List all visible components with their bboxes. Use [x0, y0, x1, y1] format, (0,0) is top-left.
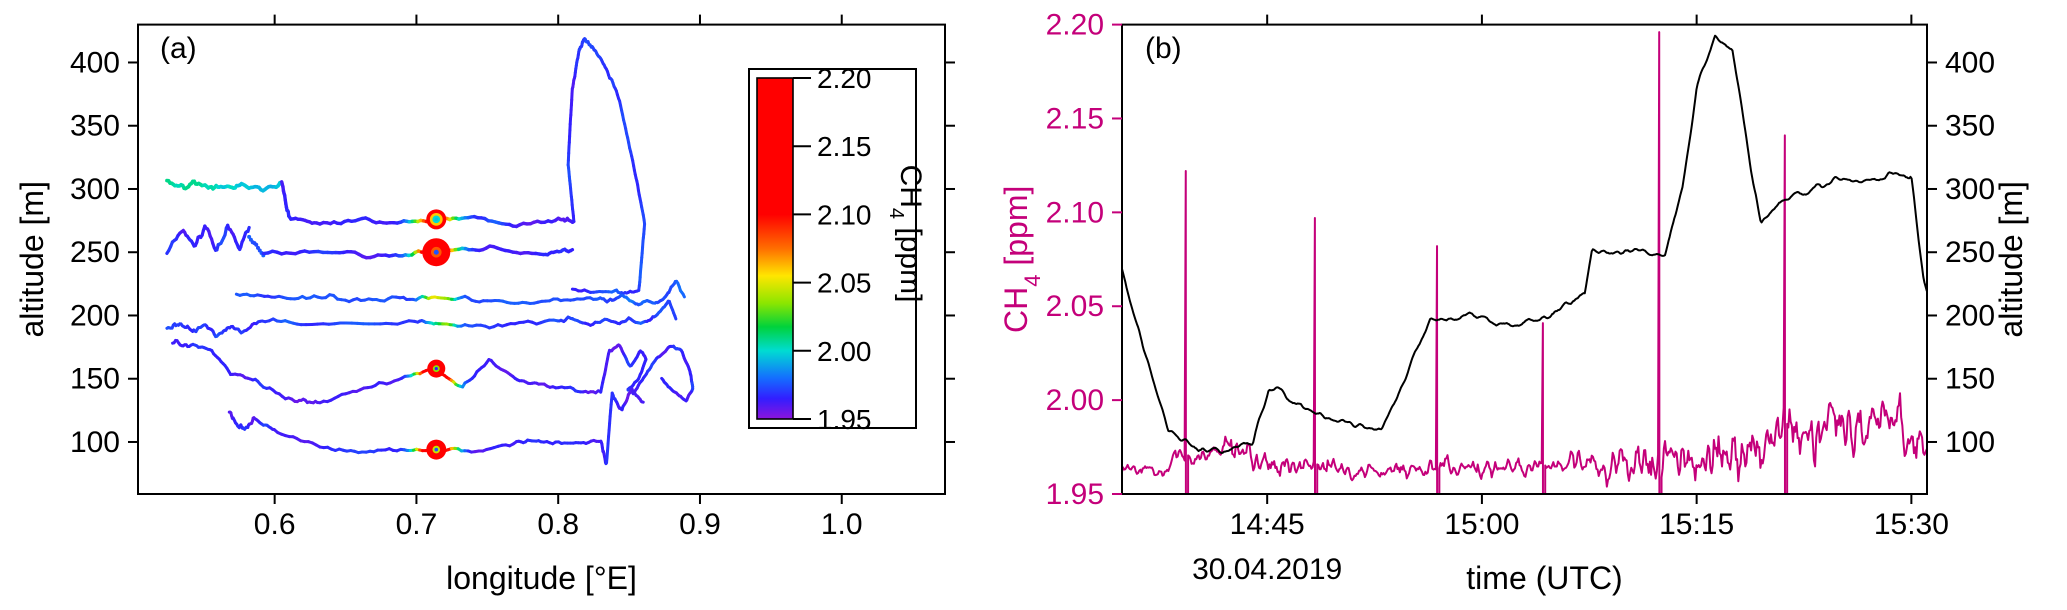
- svg-text:400: 400: [70, 46, 120, 79]
- svg-text:100: 100: [70, 426, 120, 459]
- svg-text:15:00: 15:00: [1444, 508, 1519, 541]
- svg-text:30.04.2019: 30.04.2019: [1192, 553, 1342, 586]
- svg-text:altitude [m]: altitude [m]: [14, 181, 50, 338]
- svg-text:2.20: 2.20: [1046, 9, 1104, 42]
- svg-text:2.05: 2.05: [817, 268, 872, 299]
- svg-text:2.00: 2.00: [817, 336, 872, 367]
- svg-text:100: 100: [1945, 426, 1995, 459]
- svg-text:2.00: 2.00: [1046, 384, 1104, 417]
- svg-text:2.15: 2.15: [817, 131, 872, 162]
- svg-text:time (UTC): time (UTC): [1466, 560, 1622, 596]
- svg-text:15:30: 15:30: [1874, 508, 1949, 541]
- svg-text:1.0: 1.0: [821, 508, 863, 541]
- svg-text:250: 250: [1945, 236, 1995, 269]
- svg-text:350: 350: [1945, 110, 1995, 143]
- svg-text:200: 200: [1945, 299, 1995, 332]
- svg-text:altitude [m]: altitude [m]: [1993, 181, 2029, 338]
- svg-text:15:15: 15:15: [1659, 508, 1734, 541]
- svg-text:0.7: 0.7: [396, 508, 438, 541]
- svg-text:2.10: 2.10: [817, 199, 872, 230]
- svg-text:150: 150: [70, 363, 120, 396]
- svg-text:2.20: 2.20: [817, 63, 872, 94]
- svg-text:CH4 [ppm]: CH4 [ppm]: [998, 186, 1045, 333]
- svg-text:2.15: 2.15: [1046, 102, 1104, 135]
- svg-text:300: 300: [70, 173, 120, 206]
- svg-text:250: 250: [70, 236, 120, 269]
- svg-text:150: 150: [1945, 363, 1995, 396]
- svg-text:14:45: 14:45: [1230, 508, 1305, 541]
- svg-text:(a): (a): [160, 32, 197, 65]
- svg-text:200: 200: [70, 299, 120, 332]
- svg-text:0.9: 0.9: [679, 508, 721, 541]
- svg-text:1.95: 1.95: [817, 404, 872, 435]
- svg-text:2.10: 2.10: [1046, 196, 1104, 229]
- svg-text:longitude [°E]: longitude [°E]: [446, 560, 637, 596]
- svg-text:300: 300: [1945, 173, 1995, 206]
- svg-text:0.6: 0.6: [254, 508, 296, 541]
- svg-text:2.05: 2.05: [1046, 290, 1104, 323]
- svg-text:350: 350: [70, 110, 120, 143]
- svg-text:0.8: 0.8: [537, 508, 579, 541]
- svg-text:(b): (b): [1145, 32, 1182, 65]
- svg-text:400: 400: [1945, 46, 1995, 79]
- svg-text:1.95: 1.95: [1046, 478, 1104, 511]
